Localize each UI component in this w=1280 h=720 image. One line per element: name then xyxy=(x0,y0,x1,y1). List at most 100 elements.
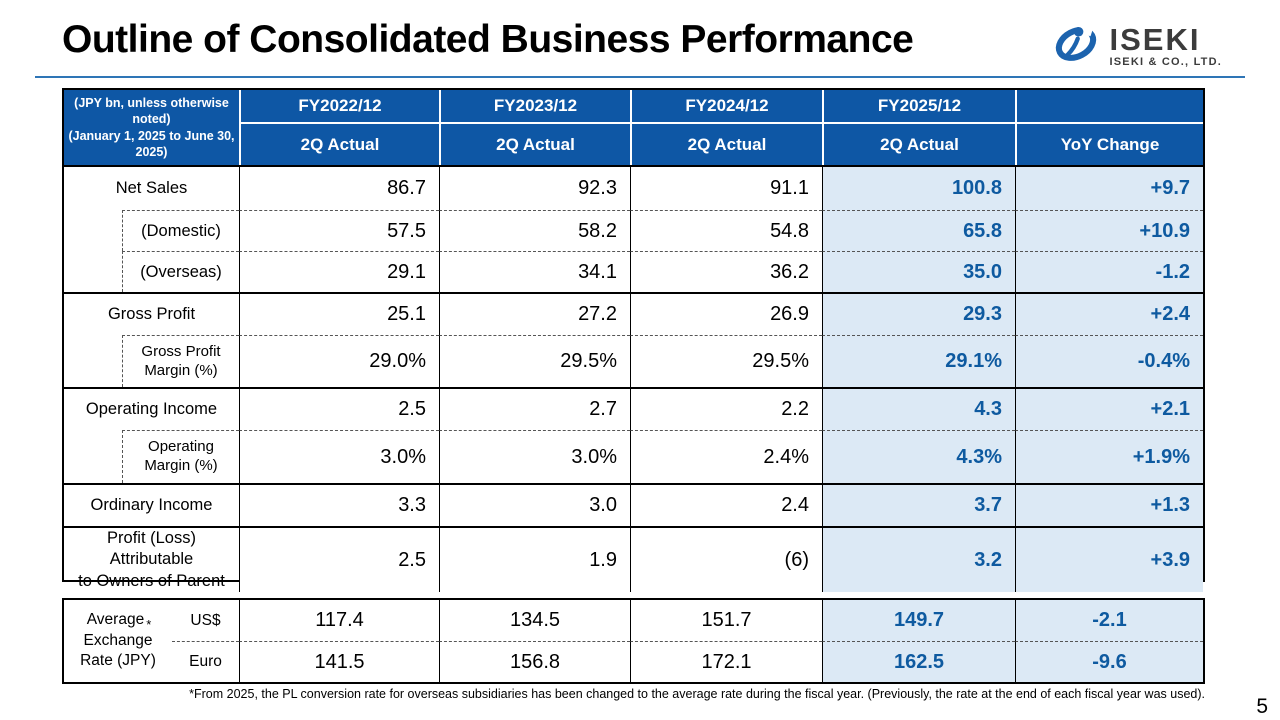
value-cell: 2.7 xyxy=(439,389,630,430)
value-cell: 29.1 xyxy=(239,251,439,292)
subheader-2q-actual-1: 2Q Actual xyxy=(239,124,439,165)
value-cell-yoy: +3.9 xyxy=(1015,528,1203,593)
table-row-operating-income: Operating Income 2.5 2.7 2.2 4.3 +2.1 xyxy=(64,387,1203,430)
row-label: Profit (Loss) Attributable to Owners of … xyxy=(78,529,225,590)
value-cell-yoy: -0.4% xyxy=(1015,335,1203,387)
corner-note: (JPY bn, unless otherwise noted) (Januar… xyxy=(68,95,235,160)
row-label: Gross Profit Margin (%) xyxy=(122,335,239,387)
table-row-net-sales: Net Sales 86.7 92.3 91.1 100.8 +9.7 xyxy=(64,167,1203,210)
col-header-fy2022: FY2022/12 xyxy=(239,90,439,124)
footnote-marker: * xyxy=(146,616,152,632)
col-header-fy2023: FY2023/12 xyxy=(439,90,630,124)
exchange-value: 156.8 xyxy=(439,641,630,682)
col-header-fy2025: FY2025/12 xyxy=(822,90,1015,124)
title-divider xyxy=(35,76,1245,78)
page-title: Outline of Consolidated Business Perform… xyxy=(62,18,914,61)
value-cell: 1.9 xyxy=(439,528,630,593)
value-cell: 2.2 xyxy=(630,389,822,430)
value-cell: 29.0% xyxy=(239,335,439,387)
logo-brand-text: ISEKI xyxy=(1109,21,1201,57)
value-cell-yoy: +2.1 xyxy=(1015,389,1203,430)
exchange-value: 151.7 xyxy=(630,600,822,641)
row-label: Operating Margin (%) xyxy=(122,430,239,483)
value-cell: 27.2 xyxy=(439,294,630,335)
table-row-gross-profit: Gross Profit 25.1 27.2 26.9 29.3 +2.4 xyxy=(64,292,1203,335)
table-row-ordinary-income: Ordinary Income 3.3 3.0 2.4 3.7 +1.3 xyxy=(64,483,1203,526)
value-cell: 2.4 xyxy=(630,485,822,526)
subheader-yoy-change: YoY Change xyxy=(1015,124,1203,165)
company-logo: ISEKI ISEKI & CO., LTD. xyxy=(1050,20,1222,71)
table-row-overseas: (Overseas) 29.1 34.1 36.2 35.0 -1.2 xyxy=(64,251,1203,292)
value-cell: 34.1 xyxy=(439,251,630,292)
table-row-gross-profit-margin: Gross Profit Margin (%) 29.0% 29.5% 29.5… xyxy=(64,335,1203,387)
table-row-domestic: (Domestic) 57.5 58.2 54.8 65.8 +10.9 xyxy=(64,210,1203,251)
value-cell: 57.5 xyxy=(239,210,439,251)
value-cell: 26.9 xyxy=(630,294,822,335)
exchange-value-current: 149.7 xyxy=(822,600,1015,641)
exchange-value: 141.5 xyxy=(239,641,439,682)
value-cell: 3.3 xyxy=(239,485,439,526)
footnote-text: *From 2025, the PL conversion rate for o… xyxy=(189,687,1205,701)
value-cell: 2.5 xyxy=(239,528,439,593)
subheader-2q-actual-4: 2Q Actual xyxy=(822,124,1015,165)
table-row-profit-loss: Profit (Loss) Attributable to Owners of … xyxy=(64,526,1203,593)
row-label: Gross Profit xyxy=(107,305,196,323)
row-label: (Overseas) xyxy=(122,251,239,292)
value-cell-current: 3.7 xyxy=(822,485,1015,526)
iseki-emblem-icon xyxy=(1050,20,1102,71)
value-cell: 58.2 xyxy=(439,210,630,251)
value-cell: 54.8 xyxy=(630,210,822,251)
value-cell-current: 100.8 xyxy=(822,167,1015,210)
value-cell: 3.0% xyxy=(439,430,630,483)
page-number: 5 xyxy=(1256,695,1268,718)
value-cell: 3.0% xyxy=(239,430,439,483)
table-row-operating-margin: Operating Margin (%) 3.0% 3.0% 2.4% 4.3%… xyxy=(64,430,1203,483)
subheader-2q-actual-3: 2Q Actual xyxy=(630,124,822,165)
value-cell: 3.0 xyxy=(439,485,630,526)
exchange-rate-label: Average * Exchange Rate (JPY) xyxy=(80,610,156,670)
exchange-value-yoy: -9.6 xyxy=(1015,641,1203,682)
row-label: Ordinary Income xyxy=(90,496,213,514)
value-cell-current: 35.0 xyxy=(822,251,1015,292)
value-cell-current: 29.3 xyxy=(822,294,1015,335)
value-cell-current: 65.8 xyxy=(822,210,1015,251)
exchange-value-yoy: -2.1 xyxy=(1015,600,1203,641)
value-cell: 29.5% xyxy=(630,335,822,387)
value-cell-yoy: +2.4 xyxy=(1015,294,1203,335)
value-cell: 36.2 xyxy=(630,251,822,292)
logo-company-text: ISEKI & CO., LTD. xyxy=(1109,55,1222,68)
value-cell: 25.1 xyxy=(239,294,439,335)
row-label: Operating Income xyxy=(85,400,218,418)
table-header: (JPY bn, unless otherwise noted) (Januar… xyxy=(64,90,1203,167)
value-cell-current: 4.3% xyxy=(822,430,1015,483)
exchange-value-current: 162.5 xyxy=(822,641,1015,682)
col-header-blank xyxy=(1015,90,1203,124)
row-label: (Domestic) xyxy=(122,210,239,251)
value-cell: 92.3 xyxy=(439,167,630,210)
exchange-value: 172.1 xyxy=(630,641,822,682)
value-cell-yoy: +9.7 xyxy=(1015,167,1203,210)
subheader-2q-actual-2: 2Q Actual xyxy=(439,124,630,165)
value-cell-current: 3.2 xyxy=(822,528,1015,593)
value-cell: 29.5% xyxy=(439,335,630,387)
value-cell-current: 29.1% xyxy=(822,335,1015,387)
value-cell-current: 4.3 xyxy=(822,389,1015,430)
row-label: Net Sales xyxy=(115,179,188,197)
performance-table: (JPY bn, unless otherwise noted) (Januar… xyxy=(62,88,1205,593)
value-cell: 2.5 xyxy=(239,389,439,430)
exchange-value: 117.4 xyxy=(239,600,439,641)
currency-euro-label: Euro xyxy=(172,641,239,682)
exchange-rate-table: Average * Exchange Rate (JPY) US$ 117.4 1… xyxy=(62,598,1205,684)
exchange-value: 134.5 xyxy=(439,600,630,641)
currency-usd-label: US$ xyxy=(190,611,221,629)
col-header-fy2024: FY2024/12 xyxy=(630,90,822,124)
value-cell: 91.1 xyxy=(630,167,822,210)
value-cell-yoy: +1.9% xyxy=(1015,430,1203,483)
value-cell: (6) xyxy=(630,528,822,593)
value-cell: 2.4% xyxy=(630,430,822,483)
value-cell-yoy: +10.9 xyxy=(1015,210,1203,251)
value-cell-yoy: -1.2 xyxy=(1015,251,1203,292)
value-cell: 86.7 xyxy=(239,167,439,210)
value-cell-yoy: +1.3 xyxy=(1015,485,1203,526)
